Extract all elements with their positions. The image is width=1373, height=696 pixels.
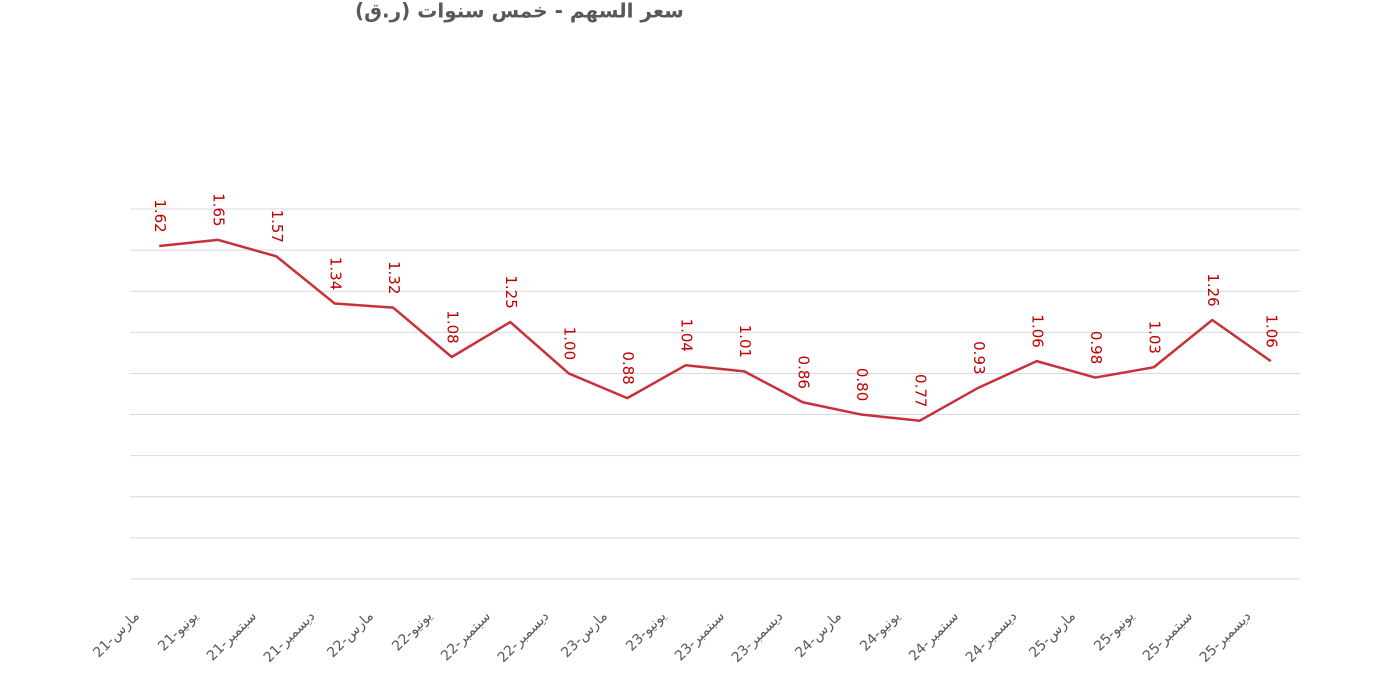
data-label: 1.26 (1204, 273, 1222, 306)
x-tick-label: ديسمبر-21 (261, 608, 319, 666)
x-tick-label: سبتمبر-24 (906, 608, 962, 664)
x-tick-label: سبتمبر-22 (438, 608, 494, 664)
x-tick-label: مارس-25 (1026, 608, 1079, 661)
x-tick-label: ديسمبر-25 (1197, 608, 1255, 666)
x-tick-label: سبتمبر-25 (1140, 608, 1196, 664)
data-label: 1.57 (268, 210, 286, 243)
data-label: 0.98 (1087, 331, 1105, 364)
data-label: 0.88 (619, 351, 637, 384)
data-label: 0.80 (853, 368, 871, 401)
chart-title: سعر السهم - خمس سنوات (ر.ق) (355, 0, 684, 23)
data-label: 0.77 (911, 374, 929, 407)
x-tick-label: سبتمبر-23 (672, 608, 728, 664)
x-tick-label: ديسمبر-23 (729, 608, 787, 666)
x-tick-label: ديسمبر-22 (495, 608, 553, 666)
x-tick-label: مارس-23 (558, 608, 611, 661)
data-label: 1.62 (151, 199, 169, 232)
data-label: 0.86 (794, 356, 812, 389)
data-label: 1.04 (677, 319, 695, 352)
x-tick-label: يونيو-25 (1091, 608, 1137, 654)
x-tick-label: مارس-24 (792, 608, 845, 661)
data-label: 1.25 (502, 275, 520, 308)
data-label: 1.01 (736, 325, 754, 358)
data-label: 1.03 (1145, 321, 1163, 354)
x-tick-label: ديسمبر-24 (963, 608, 1021, 666)
data-label: 0.93 (970, 341, 988, 374)
data-label: 1.06 (1028, 314, 1046, 347)
x-tick-label: يونيو-22 (389, 608, 435, 654)
data-label: 1.08 (443, 310, 461, 343)
x-tick-label: مارس-22 (324, 608, 377, 661)
x-tick-label: يونيو-24 (857, 608, 903, 654)
data-label: 1.00 (560, 327, 578, 360)
line (159, 238, 1272, 422)
x-tick-label: يونيو-21 (155, 608, 201, 654)
x-tick-label: سبتمبر-21 (204, 608, 260, 664)
data-label: 1.65 (209, 193, 227, 226)
data-label: 1.32 (385, 261, 403, 294)
x-tick-label: مارس-21 (90, 608, 143, 661)
x-tick-label: يونيو-23 (623, 608, 669, 654)
data-label: 1.06 (1262, 314, 1280, 347)
data-label: 1.34 (326, 257, 344, 290)
